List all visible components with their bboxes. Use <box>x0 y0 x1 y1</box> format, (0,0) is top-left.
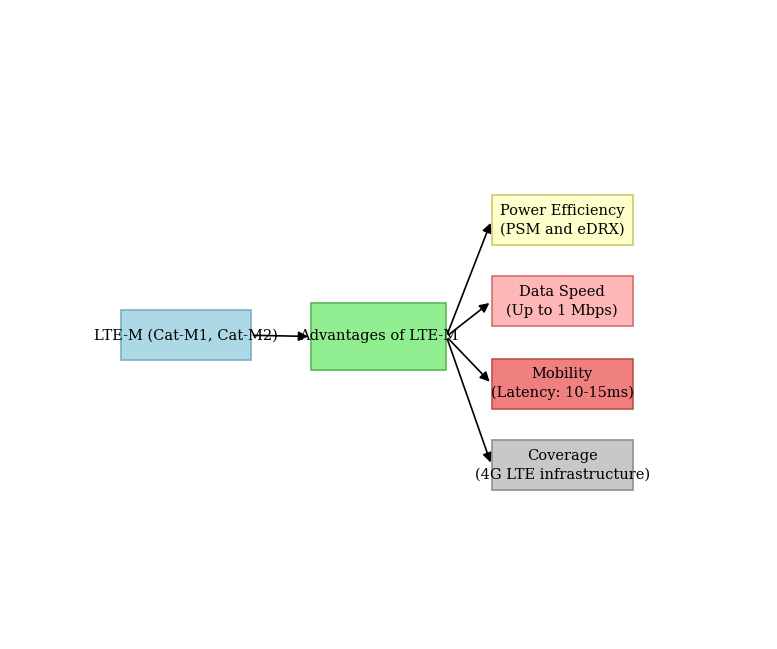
FancyBboxPatch shape <box>492 359 633 409</box>
Text: Data Speed
(Up to 1 Mbps): Data Speed (Up to 1 Mbps) <box>507 285 618 318</box>
FancyBboxPatch shape <box>492 276 633 326</box>
FancyBboxPatch shape <box>311 302 446 370</box>
Text: Advantages of LTE-M: Advantages of LTE-M <box>299 330 458 343</box>
FancyBboxPatch shape <box>492 440 633 490</box>
Text: Power Efficiency
(PSM and eDRX): Power Efficiency (PSM and eDRX) <box>500 204 625 236</box>
FancyBboxPatch shape <box>121 310 251 360</box>
Text: Mobility
(Latency: 10-15ms): Mobility (Latency: 10-15ms) <box>491 367 634 400</box>
FancyBboxPatch shape <box>492 195 633 245</box>
Text: Coverage
(4G LTE infrastructure): Coverage (4G LTE infrastructure) <box>475 449 650 482</box>
Text: LTE-M (Cat-M1, Cat-M2): LTE-M (Cat-M1, Cat-M2) <box>94 328 278 342</box>
